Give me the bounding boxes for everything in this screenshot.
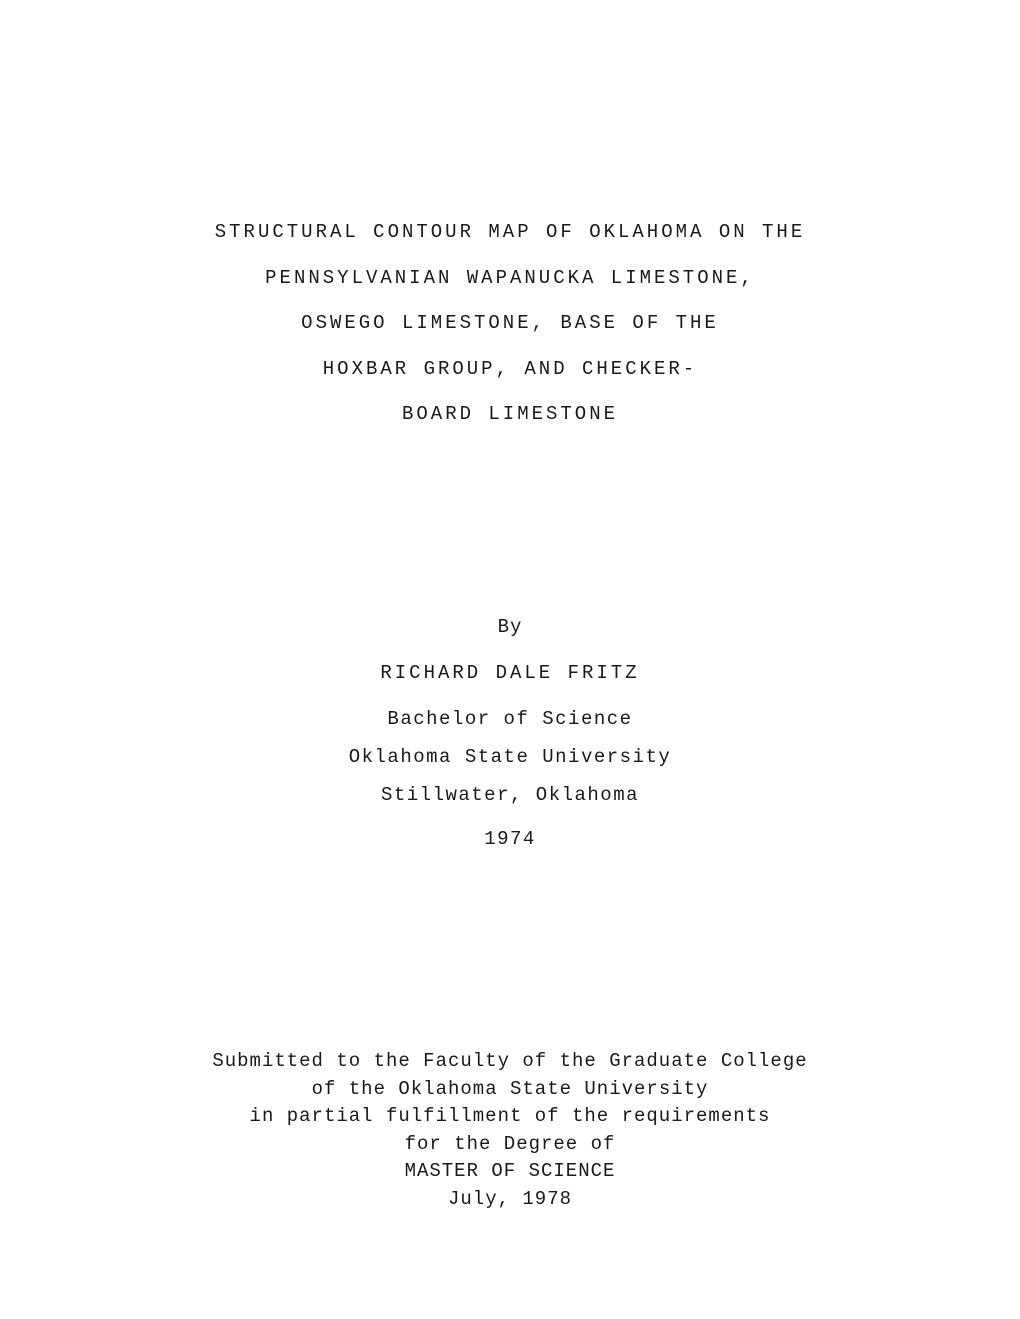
submission-line-2: of the Oklahoma State University	[110, 1076, 910, 1104]
author-name: RICHARD DALE FRITZ	[110, 654, 910, 692]
title-line-4: HOXBAR GROUP, AND CHECKER-	[110, 347, 910, 393]
thesis-title-page: STRUCTURAL CONTOUR MAP OF OKLAHOMA ON TH…	[0, 0, 1020, 1319]
prior-degree: Bachelor of Science	[110, 700, 910, 738]
title-line-1: STRUCTURAL CONTOUR MAP OF OKLAHOMA ON TH…	[110, 210, 910, 256]
submission-line-5: MASTER OF SCIENCE	[110, 1158, 910, 1186]
title-line-3: OSWEGO LIMESTONE, BASE OF THE	[110, 301, 910, 347]
prior-location: Stillwater, Oklahoma	[110, 776, 910, 814]
submission-line-1: Submitted to the Faculty of the Graduate…	[110, 1048, 910, 1076]
byline-by: By	[110, 608, 910, 646]
submission-line-4: for the Degree of	[110, 1131, 910, 1159]
byline-block: By RICHARD DALE FRITZ Bachelor of Scienc…	[110, 608, 910, 858]
submission-block: Submitted to the Faculty of the Graduate…	[110, 1048, 910, 1213]
submission-line-3: in partial fulfillment of the requiremen…	[110, 1103, 910, 1131]
title-block: STRUCTURAL CONTOUR MAP OF OKLAHOMA ON TH…	[110, 210, 910, 438]
prior-year: 1974	[110, 820, 910, 858]
submission-line-6: July, 1978	[110, 1186, 910, 1214]
title-line-5: BOARD LIMESTONE	[110, 392, 910, 438]
prior-institution: Oklahoma State University	[110, 738, 910, 776]
title-line-2: PENNSYLVANIAN WAPANUCKA LIMESTONE,	[110, 256, 910, 302]
